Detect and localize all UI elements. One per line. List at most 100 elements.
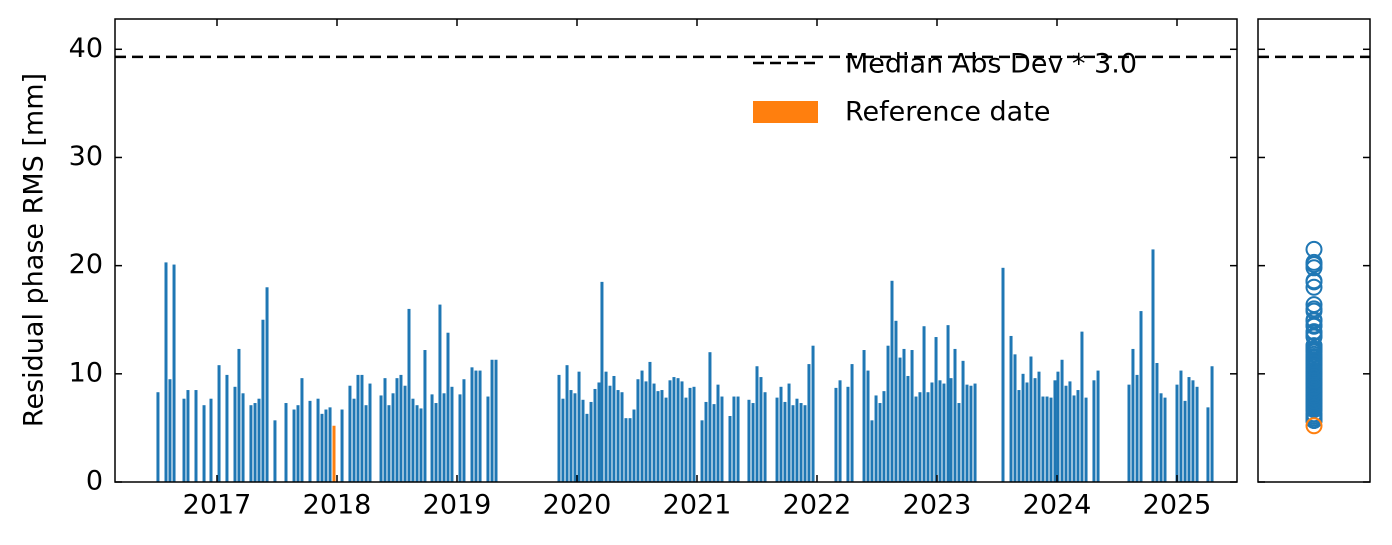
bar: [241, 393, 245, 482]
x-tick-label: 2019: [423, 490, 492, 521]
distribution-point: [1305, 240, 1323, 258]
bar: [624, 418, 628, 482]
bar: [585, 413, 589, 482]
bar: [1155, 363, 1159, 482]
bar: [1092, 380, 1096, 482]
bar: [922, 326, 926, 482]
bar: [391, 393, 395, 482]
bar: [902, 348, 906, 482]
bar: [1084, 397, 1088, 482]
distribution-point: [1305, 327, 1323, 345]
x-tick-label: 2020: [543, 490, 612, 521]
distribution-point: [1305, 302, 1323, 320]
bar: [930, 382, 934, 482]
bar: [1068, 381, 1072, 482]
bar: [194, 390, 198, 482]
bar: [565, 365, 569, 482]
distribution-point: [1305, 259, 1323, 277]
bar: [1183, 400, 1187, 482]
bar: [688, 387, 692, 482]
bar: [561, 398, 565, 482]
bar: [604, 371, 608, 482]
bar: [257, 398, 261, 482]
bar: [1060, 359, 1064, 482]
bar: [156, 392, 160, 482]
bar: [942, 383, 946, 482]
bar: [1127, 384, 1131, 482]
bar: [172, 264, 176, 482]
bar: [1206, 407, 1210, 482]
bar: [340, 409, 344, 482]
bar: [704, 401, 708, 482]
bar: [874, 395, 878, 482]
bar: [732, 396, 736, 482]
bar: [660, 390, 664, 482]
legend-reference-swatch: [753, 101, 818, 123]
bar: [791, 405, 795, 482]
bar: [1009, 335, 1013, 482]
bar: [423, 350, 427, 482]
bar: [494, 359, 498, 482]
bar: [1056, 371, 1060, 482]
bar: [946, 325, 950, 482]
bar: [1135, 374, 1139, 482]
x-tick-label: 2022: [783, 490, 852, 521]
bar: [438, 304, 442, 482]
bar: [1151, 249, 1155, 482]
bar: [600, 281, 604, 482]
bar: [308, 400, 312, 482]
bar: [898, 357, 902, 482]
bar: [664, 397, 668, 482]
bar: [379, 395, 383, 482]
bar: [1191, 380, 1195, 482]
bar: [328, 407, 332, 482]
bar: [253, 403, 257, 482]
bar: [1025, 382, 1029, 482]
bar: [612, 375, 616, 482]
axes-frame: [114, 18, 1238, 483]
bar: [225, 374, 229, 482]
bar: [934, 337, 938, 482]
bar: [648, 361, 652, 482]
bar: [403, 385, 407, 482]
bar: [1072, 395, 1076, 482]
bar: [577, 371, 581, 482]
bar: [692, 386, 696, 482]
bar: [795, 398, 799, 482]
bar: [573, 393, 577, 482]
distribution-point: [1305, 357, 1323, 375]
bar: [720, 396, 724, 482]
bar: [442, 393, 446, 482]
bar: [779, 386, 783, 482]
bar: [957, 403, 961, 482]
bar: [1049, 397, 1053, 482]
bar: [803, 405, 807, 482]
bar: [708, 352, 712, 482]
bar: [1037, 371, 1041, 482]
reference-point: [1305, 417, 1323, 435]
bar: [882, 391, 886, 482]
bar: [949, 378, 953, 482]
y-tick-label: 10: [69, 357, 103, 388]
bar: [672, 377, 676, 482]
bar: [478, 370, 482, 482]
bar: [783, 401, 787, 482]
bar: [1096, 370, 1100, 482]
bar: [684, 397, 688, 482]
x-tick-label: 2023: [903, 490, 972, 521]
bar: [728, 416, 732, 482]
bar: [636, 379, 640, 482]
bar: [1210, 366, 1214, 482]
bar: [763, 392, 767, 482]
bar: [862, 350, 866, 482]
bar: [1195, 386, 1199, 482]
bar: [581, 399, 585, 482]
bar: [751, 403, 755, 482]
bar: [1064, 385, 1068, 482]
bar: [168, 379, 172, 482]
bar: [775, 397, 779, 482]
bar: [411, 398, 415, 482]
bar: [632, 409, 636, 482]
bar: [593, 388, 597, 482]
bar: [1029, 356, 1033, 482]
